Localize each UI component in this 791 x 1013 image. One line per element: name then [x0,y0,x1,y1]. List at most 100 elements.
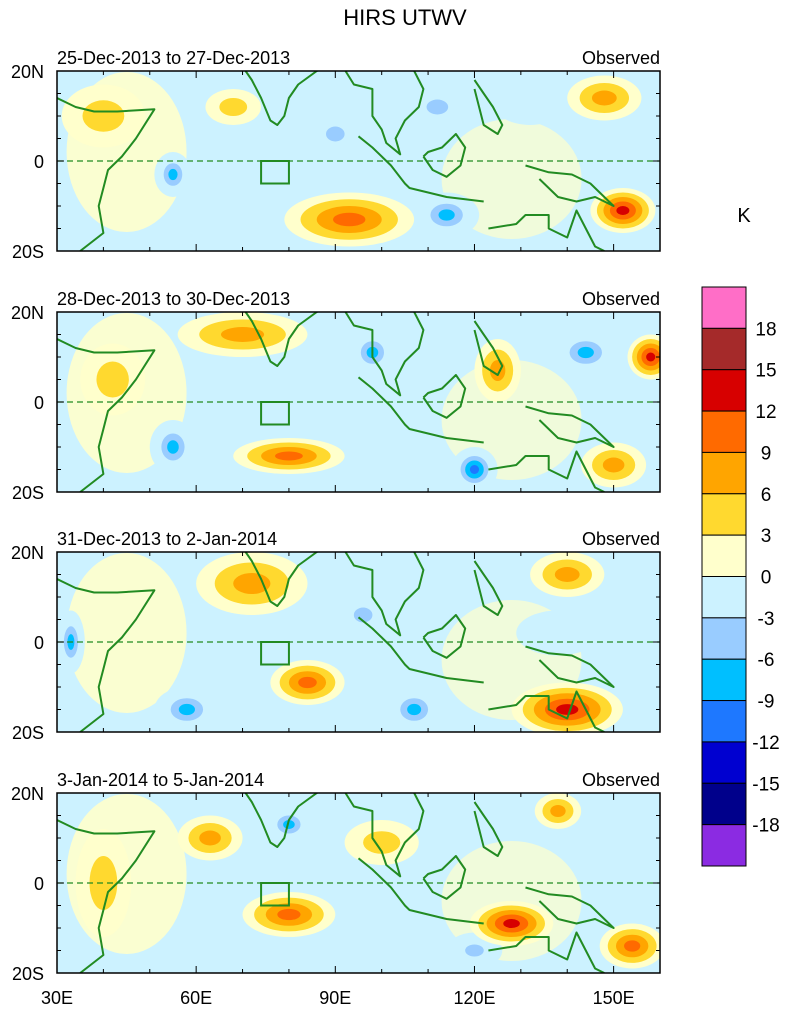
colorbar-swatch [701,410,747,453]
lat-tick-label: 20S [12,723,44,743]
anomaly-contour [511,91,549,114]
lon-tick-label: 90E [319,988,351,1008]
colorbar-label: -12 [752,733,779,754]
colorbar-swatch [701,369,747,412]
africa-coast [57,819,156,973]
colorbar-swatch [701,576,747,619]
region-box [260,882,290,907]
anomaly-contour [438,209,455,221]
colorbar-label: -18 [752,816,779,837]
colorbar-swatch [701,327,747,371]
panel-tag: Observed [582,770,660,790]
lat-tick-label: 20S [12,964,44,984]
anomaly-contour [167,440,179,454]
anomaly-contour [469,465,480,474]
new-guinea-coast [525,164,615,207]
anomaly-contour [616,206,630,215]
anomaly-contour [503,919,520,928]
lat-tick-label: 20N [11,303,44,323]
africa-coast [57,97,156,251]
anomaly-field [57,552,660,732]
sumatra-java-coast [357,857,484,925]
coastlines [57,71,615,251]
anomaly-contour [554,567,580,582]
coastlines [57,552,615,732]
panel-tag: Observed [582,48,660,68]
borneo-coast [422,374,467,419]
coastlines [57,312,615,492]
colorbar-label: 18 [755,319,776,340]
panel-date-range: 25-Dec-2013 to 27-Dec-2013 [57,48,290,68]
colorbar-swatch [701,493,747,536]
panel-date-range: 3-Jan-2014 to 5-Jan-2014 [57,770,264,790]
philippines-coast [473,79,504,135]
anomaly-contour [465,944,484,957]
x-axis: 30E 60E 90E 120E 150E [41,988,635,1008]
india-coast [244,552,320,607]
anomaly-contour [326,126,345,142]
anomaly-contour [220,327,265,342]
map-panel-1: 20N 0 20S 25-Dec-2013 to 27-Dec-2013 Observe… [11,48,661,262]
australia-coast [488,931,605,973]
anomaly-contour [556,704,579,715]
colorbar-label: 0 [761,568,772,589]
anomaly-contour [96,361,129,398]
new-guinea-coast [525,886,615,929]
lon-tick-label: 150E [593,988,635,1008]
anomaly-contour [577,346,594,359]
anomaly-contour [624,940,641,952]
lat-tick-label: 0 [34,874,44,894]
map-panel-2: 20N 0 20S 28-Dec-2013 to 30-Dec-2013 Observe… [11,289,661,503]
units-label: K [737,205,751,227]
colorbar-swatch [701,700,747,743]
lat-tick-label: 20N [11,543,44,563]
lat-tick-label: 20S [12,242,44,262]
anomaly-contour [219,98,248,116]
india-coast [244,793,320,848]
anomaly-contour [199,830,221,846]
new-guinea-coast [525,405,615,448]
colorbar-swatch [701,534,747,578]
colorbar-label: -3 [758,609,775,630]
anomaly-contour [537,621,579,645]
chart-title: HIRS UTWV [343,5,467,30]
lat-tick-label: 20N [11,784,44,804]
colorbar-label: 6 [761,485,772,506]
map-panel-3: 20N 0 20S 31-Dec-2013 to 2-Jan-2014 Observed [11,529,661,743]
borneo-coast [422,133,467,178]
anomaly-contour [277,908,301,921]
lat-tick-label: 0 [34,633,44,653]
lat-tick-label: 20N [11,62,44,82]
indochina-coast [344,71,425,156]
borneo-coast [422,614,467,659]
panel-ticks [56,792,661,974]
sumatra-java-coast [357,135,484,203]
philippines-coast [473,560,504,616]
colorbar-swatch [701,824,747,867]
anomaly-contour [233,573,271,594]
anomaly-field [57,71,660,251]
anomaly-field [57,312,660,492]
colorbar-label: -15 [752,774,779,795]
philippines-coast [473,320,504,376]
anomaly-contour [591,90,617,106]
anomaly-contour [550,805,566,817]
australia-coast [488,209,605,251]
colorbar-label: 12 [755,402,776,423]
lat-tick-label: 0 [34,393,44,413]
anomaly-contour [82,100,125,132]
map-panel-4: 20N 0 20S 3-Jan-2014 to 5-Jan-2014 Observed [11,770,661,984]
borneo-coast [422,855,467,900]
panel-ticks [56,70,661,252]
anomaly-contour [178,703,195,716]
anomaly-contour [283,820,295,829]
panel-ticks [56,311,661,493]
philippines-coast [473,801,504,857]
colorbar: 18 15 12 9 6 3 0 -3 -6 -9 -12 -15 -18 [701,286,780,867]
colorbar-label: 3 [761,526,772,547]
panel-ticks [56,551,661,733]
lon-tick-label: 120E [453,988,495,1008]
panel-date-range: 28-Dec-2013 to 30-Dec-2013 [57,289,290,309]
new-guinea-coast [525,645,615,688]
